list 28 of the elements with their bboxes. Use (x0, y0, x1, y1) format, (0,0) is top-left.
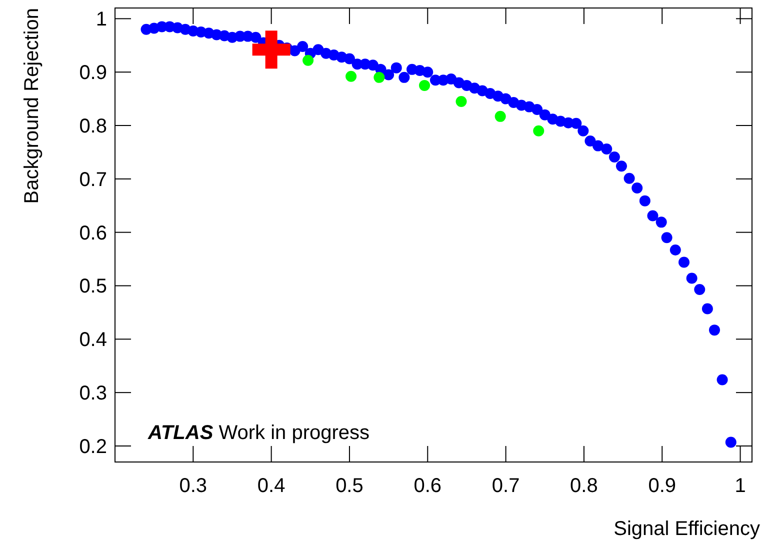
y-tick-label: 1 (96, 8, 107, 31)
y-tick-label: 0.7 (79, 168, 107, 191)
x-tick-label: 0.7 (492, 475, 520, 497)
y-tick-label: 0.9 (79, 62, 107, 84)
point (419, 80, 430, 91)
x-tick-label: 0.6 (414, 475, 442, 497)
x-tick-label: 0.5 (336, 475, 364, 497)
y-tick-label: 0.5 (79, 276, 107, 298)
point (533, 125, 544, 136)
x-axis-title: Signal Efficiency (614, 518, 760, 540)
x-tick-label: 0.8 (570, 475, 598, 497)
y-axis-title: Background Rejection (21, 8, 43, 204)
x-tick-label: 0.9 (648, 475, 676, 497)
point (456, 96, 467, 107)
y-tick-label: 0.3 (79, 382, 107, 405)
x-tick-label: 0.3 (179, 475, 208, 497)
y-tick-label: 0.4 (79, 329, 107, 352)
point (252, 30, 290, 69)
point (374, 72, 385, 83)
x-tick-label: 0.4 (257, 475, 286, 497)
y-tick-label: 0.8 (79, 116, 107, 138)
point (494, 110, 506, 122)
y-tick-label: 0.2 (79, 436, 107, 458)
annotation: ATLAS Work in progress (147, 422, 370, 444)
x-tick-label: 1 (734, 475, 746, 497)
point (346, 70, 357, 82)
point (302, 54, 314, 66)
y-tick-label: 0.6 (79, 222, 107, 244)
